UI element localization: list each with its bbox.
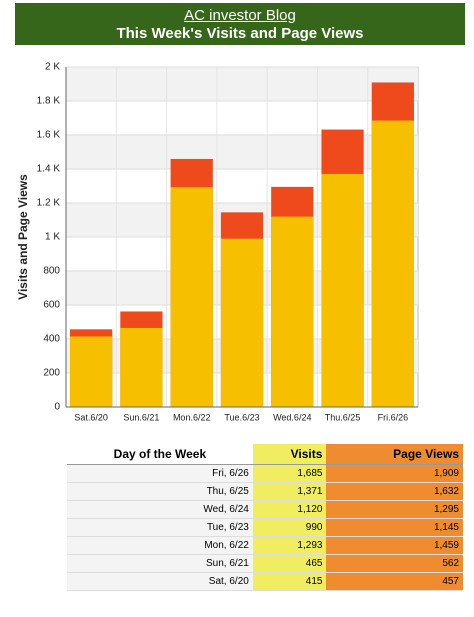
x-tick-label: Wed.6/24: [273, 412, 311, 422]
y-tick-label: 1.4 K: [37, 164, 61, 175]
y-tick-label: 400: [43, 334, 60, 345]
table-row: Sat, 6/20 415 457: [67, 572, 463, 591]
y-tick-label: 1 K: [45, 232, 60, 243]
data-table: Day of the Week Visits Page Views Fri, 6/26…: [67, 444, 463, 591]
y-axis-label: Visits and Page Views: [16, 174, 30, 300]
y-tick-label: 600: [43, 300, 60, 311]
table-cell: 562: [326, 554, 463, 573]
table-cell: 457: [326, 572, 463, 591]
bar: [321, 173, 364, 407]
column-header: Day of the Week: [67, 444, 253, 465]
table-row: Fri, 6/26 1,685 1,909: [67, 464, 463, 483]
x-tick-label: Mon.6/22: [173, 412, 211, 422]
x-tick-label: Thu.6/25: [325, 412, 361, 422]
table-cell: 1,909: [326, 464, 463, 483]
table-cell: 1,685: [252, 464, 327, 483]
blog-link[interactable]: AC investor Blog: [184, 7, 296, 24]
bar: [70, 336, 113, 407]
y-tick-label: 2 K: [45, 62, 60, 73]
chart: 0 200 400 600 800 1 K 1.2 K 1.4 K 1.6 K 1.8 K 2 K V…: [16, 62, 419, 422]
table-cell: Fri, 6/26: [67, 464, 253, 483]
y-tick-label: 0: [54, 402, 60, 413]
y-tick-label: 800: [43, 266, 60, 277]
column-header: Page Views: [326, 444, 463, 465]
x-tick-label: Tue.6/23: [224, 412, 259, 422]
table-row: Sun, 6/21 465 562: [67, 554, 463, 573]
table-cell: 1,145: [326, 518, 463, 537]
table-cell: Thu, 6/25: [67, 482, 253, 501]
table-cell: 1,295: [326, 500, 463, 519]
bar: [371, 120, 414, 408]
table-cell: 415: [252, 572, 327, 591]
table-cell: Wed, 6/24: [67, 500, 253, 519]
table-cell: 990: [252, 518, 327, 537]
table-cell: 1,120: [252, 500, 327, 519]
y-tick-label: 1.8 K: [37, 96, 61, 107]
table-cell: Sat, 6/20: [67, 572, 253, 591]
y-tick-label: 200: [43, 368, 60, 379]
column-header: Visits: [252, 444, 327, 465]
bar: [120, 327, 163, 407]
table-cell: Sun, 6/21: [67, 554, 253, 573]
header: AC investor Blog This Week's Visits and …: [15, 3, 465, 45]
table-cell: Tue, 6/23: [67, 518, 253, 537]
x-tick-label: Sun.6/21: [123, 412, 159, 422]
header-row: Day of the Week Visits Page Views: [67, 444, 463, 465]
bar: [170, 187, 213, 407]
table-cell: 1,371: [252, 482, 327, 501]
x-tick-label: Fri.6/26: [378, 412, 409, 422]
table-cell: 465: [252, 554, 327, 573]
bar: [271, 216, 314, 407]
table-row: Thu, 6/25 1,371 1,632: [67, 482, 463, 501]
table-row: Wed, 6/24 1,120 1,295: [67, 500, 463, 519]
table-cell: Mon, 6/22: [67, 536, 253, 555]
y-tick-label: 1.2 K: [37, 198, 61, 209]
chart-title: This Week's Visits and Page Views: [116, 25, 364, 42]
table-row: Tue, 6/23 990 1,145: [67, 518, 463, 537]
bar: [220, 238, 264, 407]
grid-band: [66, 67, 418, 101]
x-tick-label: Sat.6/20: [74, 412, 108, 422]
table-cell: 1,632: [326, 482, 463, 501]
table-row: Mon, 6/22 1,293 1,459: [67, 536, 463, 555]
grid-band: [66, 135, 418, 169]
y-tick-label: 1.6 K: [37, 130, 61, 141]
table-cell: 1,293: [252, 536, 327, 555]
table-cell: 1,459: [326, 536, 463, 555]
